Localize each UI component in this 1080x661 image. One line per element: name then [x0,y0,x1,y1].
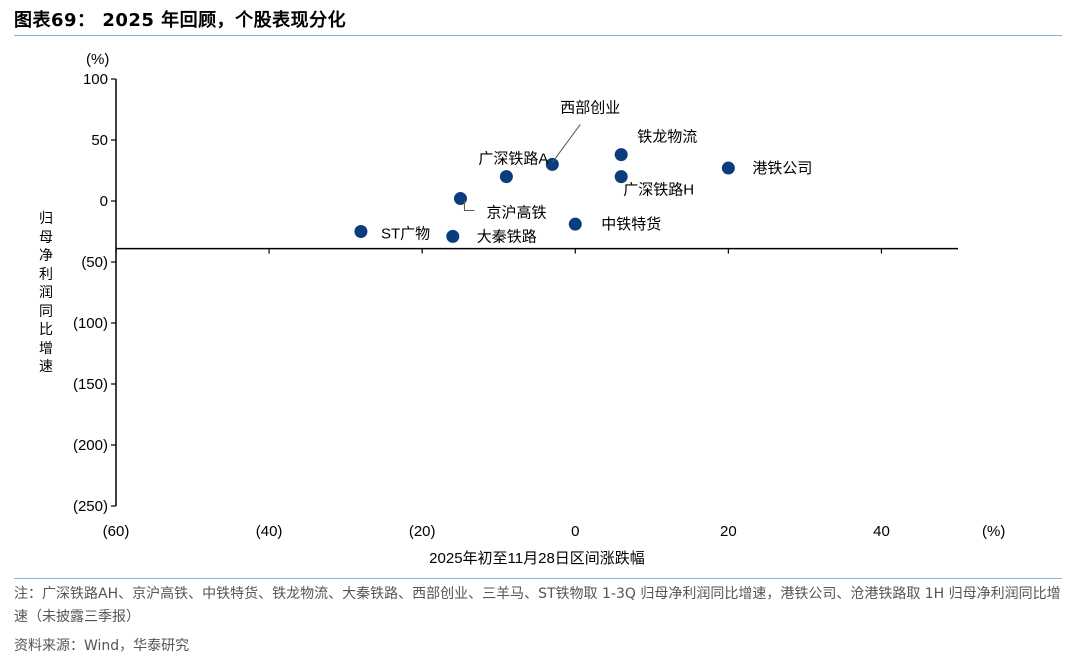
data-point [354,225,368,238]
y-tick-label: (150) [73,376,108,393]
y-tick-label: 50 [91,132,108,149]
point-label: 港铁公司 [752,160,812,177]
x-tick-label: (20) [409,523,436,540]
y-tick-label: 100 [83,71,108,88]
x-tick-label: (60) [103,523,130,540]
data-point [568,217,582,231]
data-point [446,229,460,243]
data-point [614,148,628,162]
data-point [499,170,513,184]
x-tick-label: 40 [873,523,890,540]
point-label: ST广物 [381,226,430,243]
y-tick-label: (250) [73,498,108,515]
label-leader-line [463,200,475,212]
data-points [354,148,735,243]
x-tick-label: 20 [720,523,737,540]
y-axis-unit: (%) [86,51,109,68]
y-tick-label: (100) [73,315,108,332]
footnote: 注：广深铁路AH、京沪高铁、中铁特货、铁龙物流、大秦铁路、西部创业、三羊马、ST… [14,586,1061,625]
y-axis-title: 归母净利润同比增速 [39,211,53,375]
point-label: 京沪高铁 [486,205,546,222]
footer-divider [14,578,1062,579]
source-note: 资料来源：Wind，华泰研究 [14,638,190,654]
label-leader-line [551,124,581,163]
x-tick-label: 0 [571,523,579,540]
point-label: 中铁特货 [601,216,661,233]
data-point [545,157,559,171]
x-axis-unit: (%) [982,523,1005,540]
data-point [453,192,467,206]
x-axis: (60) (40) (20) 0 20 40 [103,247,958,540]
point-label: 西部创业 [560,99,620,116]
point-label: 广深铁路A [478,151,548,168]
y-tick-label: (50) [81,254,108,271]
y-axis: 100 50 0 (50) (100) (150) (200) (250) [73,71,117,515]
data-point [614,170,628,184]
point-label: 铁龙物流 [637,129,697,146]
x-tick-label: (40) [256,523,283,540]
x-axis-title: 2025年初至11月28日区间涨跌幅 [429,550,645,567]
title-divider [14,35,1062,36]
data-point [721,161,735,175]
point-label: 广深铁路H [623,182,694,199]
page-title: 图表69： 2025 年回顾，个股表现分化 [14,10,347,31]
y-tick-label: (200) [73,437,108,454]
y-tick-label: 0 [100,193,108,210]
point-label: 大秦铁路 [477,228,537,245]
